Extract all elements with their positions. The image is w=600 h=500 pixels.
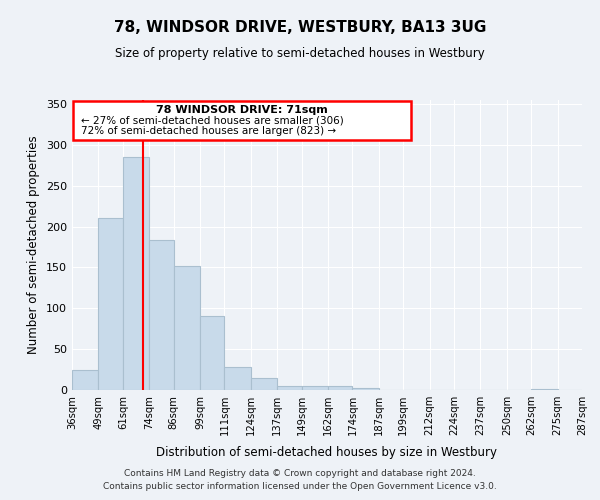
Bar xyxy=(98,218,123,390)
Bar xyxy=(352,388,379,390)
Text: 78 WINDSOR DRIVE: 71sqm: 78 WINDSOR DRIVE: 71sqm xyxy=(156,105,328,115)
Text: Contains public sector information licensed under the Open Government Licence v3: Contains public sector information licen… xyxy=(103,482,497,491)
Bar xyxy=(251,378,277,390)
Bar xyxy=(531,389,557,390)
Bar xyxy=(173,266,200,390)
Y-axis label: Number of semi-detached properties: Number of semi-detached properties xyxy=(28,136,40,354)
Bar xyxy=(277,386,302,390)
FancyBboxPatch shape xyxy=(73,101,412,140)
Bar xyxy=(224,367,251,390)
Bar xyxy=(123,157,149,390)
Text: Size of property relative to semi-detached houses in Westbury: Size of property relative to semi-detach… xyxy=(115,48,485,60)
Bar xyxy=(328,386,352,390)
Text: 78, WINDSOR DRIVE, WESTBURY, BA13 3UG: 78, WINDSOR DRIVE, WESTBURY, BA13 3UG xyxy=(114,20,486,35)
Text: Contains HM Land Registry data © Crown copyright and database right 2024.: Contains HM Land Registry data © Crown c… xyxy=(124,468,476,477)
Bar xyxy=(302,386,328,390)
X-axis label: Distribution of semi-detached houses by size in Westbury: Distribution of semi-detached houses by … xyxy=(157,446,497,460)
Text: ← 27% of semi-detached houses are smaller (306): ← 27% of semi-detached houses are smalle… xyxy=(81,116,344,126)
Text: 72% of semi-detached houses are larger (823) →: 72% of semi-detached houses are larger (… xyxy=(81,126,336,136)
Bar xyxy=(200,316,224,390)
Bar xyxy=(149,240,173,390)
Bar xyxy=(72,370,98,390)
